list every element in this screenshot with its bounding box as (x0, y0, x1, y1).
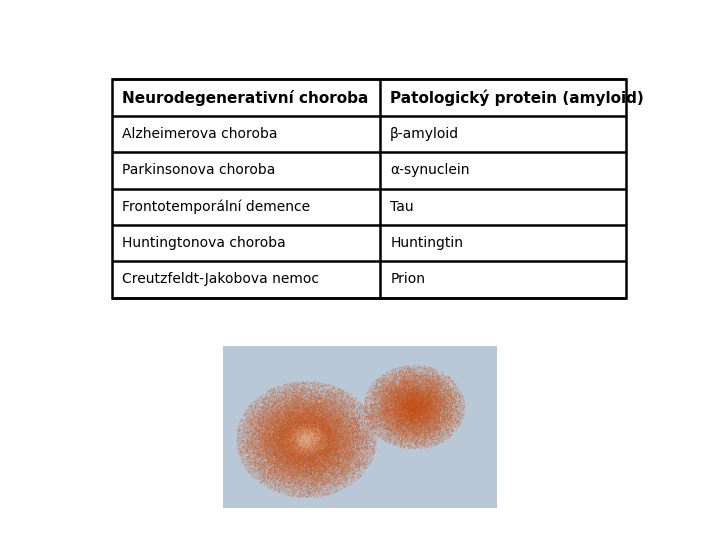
Text: Neurodegenerativní choroba: Neurodegenerativní choroba (122, 90, 369, 105)
Text: Prion: Prion (390, 273, 426, 286)
Text: Frontotemporální demence: Frontotemporální demence (122, 199, 310, 214)
Text: Huntingtin: Huntingtin (390, 236, 463, 250)
Text: β-amyloid: β-amyloid (390, 127, 459, 141)
Text: Parkinsonova choroba: Parkinsonova choroba (122, 163, 276, 177)
Text: Creutzfeldt-Jakobova nemoc: Creutzfeldt-Jakobova nemoc (122, 273, 320, 286)
Text: Huntingtonova choroba: Huntingtonova choroba (122, 236, 286, 250)
Text: Patologický protein (amyloid): Patologický protein (amyloid) (390, 89, 644, 106)
Text: α-synuclein: α-synuclein (390, 163, 469, 177)
Bar (112, 79, 626, 298)
Text: Tau: Tau (390, 200, 414, 214)
Text: Alzheimerova choroba: Alzheimerova choroba (122, 127, 278, 141)
